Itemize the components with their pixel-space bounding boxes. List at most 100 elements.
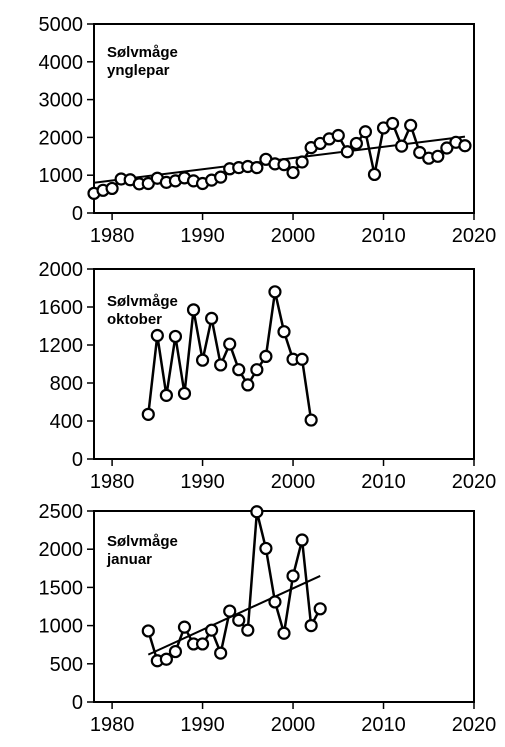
- data-point: [277, 325, 291, 339]
- y-tick-label: 1000: [39, 616, 84, 638]
- tick-group: 1980 1990 2000 2010 2020 0 500 1000 1500 2000 2500: [39, 501, 497, 736]
- data-point: [105, 181, 119, 196]
- data-point: [458, 139, 472, 153]
- data-point: [159, 388, 173, 402]
- data-point: [385, 116, 400, 131]
- panel-oktober: Sølvmåge oktober 1980 1990 2000 2010 2020 0 40…: [39, 259, 497, 493]
- x-tick-label: 2010: [361, 471, 406, 493]
- data-point: [241, 378, 255, 392]
- panel-title-line-1: Sølvmåge: [107, 44, 178, 61]
- data-point: [340, 145, 354, 159]
- y-tick-label: 0: [72, 449, 83, 471]
- data-point: [232, 613, 246, 627]
- x-tick-label: 1980: [90, 714, 135, 736]
- data-point: [259, 541, 273, 556]
- data-point: [268, 285, 282, 299]
- y-tick-label: 0: [72, 692, 83, 714]
- data-point: [331, 128, 345, 143]
- y-tick-label: 5000: [39, 14, 84, 36]
- y-tick-label: 0: [72, 203, 83, 225]
- data-point: [232, 363, 246, 377]
- series-group: [141, 505, 327, 668]
- y-tick-label: 1200: [39, 335, 84, 357]
- data-point: [214, 646, 228, 660]
- x-tick-label: 1990: [180, 471, 225, 493]
- plot-frame: [93, 268, 475, 460]
- data-point: [223, 337, 237, 351]
- data-point: [268, 595, 282, 609]
- data-point: [295, 155, 309, 169]
- panel-title-line-1: Sølvmåge: [107, 293, 178, 310]
- data-point: [304, 413, 318, 427]
- data-point: [241, 623, 255, 637]
- data-point: [168, 644, 183, 659]
- data-point: [313, 602, 327, 616]
- data-point: [250, 161, 264, 175]
- x-tick-label: 2010: [361, 225, 406, 247]
- x-tick-label: 2000: [271, 714, 316, 736]
- y-tick-label: 1500: [39, 577, 84, 599]
- y-tick-label: 2000: [39, 539, 84, 561]
- y-tick-label: 2500: [39, 501, 84, 523]
- data-point: [304, 618, 318, 633]
- series-line: [147, 290, 313, 421]
- y-tick-label: 4000: [39, 52, 84, 74]
- data-point: [223, 604, 237, 618]
- data-point: [214, 358, 228, 372]
- x-tick-label: 1980: [90, 225, 135, 247]
- x-tick-label: 2000: [271, 471, 316, 493]
- x-tick-label: 1980: [90, 471, 135, 493]
- y-tick-label: 2000: [39, 127, 84, 149]
- x-tick-label: 2000: [271, 225, 316, 247]
- panel-title-line-2: oktober: [107, 311, 162, 328]
- y-tick-label: 2000: [39, 259, 84, 281]
- data-point: [177, 620, 192, 634]
- x-tick-label: 2020: [452, 714, 497, 736]
- data-point: [195, 637, 210, 651]
- data-point: [349, 136, 363, 151]
- data-point: [141, 407, 155, 421]
- data-point: [195, 353, 210, 367]
- y-tick-label: 1000: [39, 165, 84, 187]
- data-point: [159, 652, 173, 666]
- data-point: [277, 626, 291, 640]
- y-tick-label: 800: [50, 373, 83, 395]
- panel-title-line-2: januar: [106, 551, 152, 568]
- data-point: [295, 352, 309, 366]
- data-point: [295, 533, 309, 547]
- data-point: [404, 118, 418, 132]
- x-tick-label: 2010: [361, 714, 406, 736]
- data-point: [205, 623, 219, 637]
- data-point: [177, 386, 192, 401]
- data-point: [214, 170, 228, 184]
- data-point: [150, 328, 164, 343]
- x-tick-label: 2020: [452, 225, 497, 247]
- tick-group: 1980 1990 2000 2010 2020 0 400 800 1200 1600 2000: [39, 259, 497, 493]
- x-tick-label: 1990: [180, 714, 225, 736]
- plot-frame: [93, 23, 475, 214]
- data-point: [250, 363, 264, 377]
- tick-group: 1980 1990 2000 2010 2020 0 1000 2000 3000 4000 500…: [39, 14, 497, 247]
- x-tick-label: 2020: [452, 471, 497, 493]
- data-point: [250, 505, 264, 519]
- data-point: [413, 145, 427, 160]
- data-point: [440, 141, 454, 155]
- data-point: [286, 165, 300, 180]
- panel-ynglepar: Sølvmåge ynglepar 1980 1990 2000 2010 202001…: [39, 14, 497, 247]
- data-point: [186, 303, 201, 317]
- x-tick-label: 1990: [180, 225, 225, 247]
- data-point: [168, 329, 183, 344]
- y-tick-label: 400: [50, 411, 83, 433]
- y-tick-label: 3000: [39, 90, 84, 112]
- series-group: [141, 285, 318, 427]
- panel-januar: Sølvmåge januar 1980 1990 2000 2010 2020 0 500…: [39, 501, 497, 736]
- data-point: [205, 311, 219, 325]
- panel-title-line-1: Sølvmåge: [107, 533, 178, 550]
- data-point: [395, 139, 409, 153]
- data-point: [259, 349, 273, 363]
- y-tick-label: 500: [50, 654, 83, 676]
- data-point: [286, 569, 300, 583]
- series-group: [87, 116, 472, 200]
- panel-title-line-2: ynglepar: [107, 62, 170, 79]
